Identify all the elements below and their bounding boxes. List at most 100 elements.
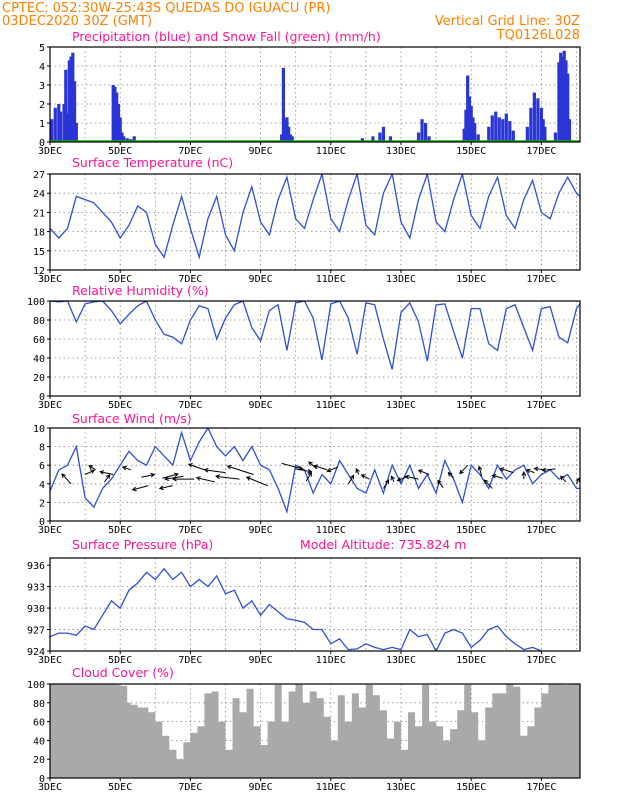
wind-vector <box>165 475 184 480</box>
precip-bar <box>71 52 75 143</box>
precip-bar <box>111 85 115 142</box>
panel-title: Surface Temperature (nC) <box>72 155 233 170</box>
wind-vector-head <box>195 476 201 481</box>
panel-frame <box>49 683 581 779</box>
wind-vector-head <box>533 466 539 472</box>
wind-vector <box>216 475 240 480</box>
x-tick-label: 5DEC <box>108 782 132 793</box>
x-tick-label: 3DEC <box>38 274 62 285</box>
precip-bar <box>280 134 284 142</box>
wind-vector <box>84 469 95 475</box>
wind-vector-head <box>491 474 497 479</box>
x-tick-label: 9DEC <box>249 525 273 536</box>
series-line <box>50 174 580 260</box>
precip-bar <box>476 134 480 142</box>
wind-vector-head <box>396 477 402 482</box>
precip-bar <box>529 107 533 142</box>
precip-bar <box>560 56 565 142</box>
wind-vector-head <box>313 464 319 469</box>
precip-bar <box>288 134 293 142</box>
precip-bar <box>416 132 421 142</box>
panel-frame <box>49 557 581 652</box>
wind-vector <box>492 474 503 479</box>
precip-bar <box>67 60 71 142</box>
x-tick-label: 15DEC <box>456 782 486 793</box>
y-tick-label: 2 <box>39 100 45 111</box>
wind-vector-head <box>404 474 410 480</box>
wind-vector <box>227 465 254 475</box>
y-tick-label: 40 <box>33 736 45 747</box>
x-tick-label: 5DEC <box>108 400 132 411</box>
precip-bar <box>487 126 491 142</box>
wind-vector-head <box>307 468 313 474</box>
precip-bar <box>508 121 512 142</box>
wind-vector <box>542 468 556 471</box>
wind-vector-head <box>560 475 565 481</box>
x-tick-label: 5DEC <box>108 655 132 666</box>
precip-bar <box>118 117 122 142</box>
x-tick-label: 3DEC <box>38 782 62 793</box>
wind-vector <box>327 466 339 472</box>
cloud-area <box>50 684 580 778</box>
x-tick-label: 11DEC <box>316 400 346 411</box>
wind-vector-head <box>150 472 156 478</box>
wind-vector-head <box>483 479 489 485</box>
x-tick-label: 15DEC <box>456 146 486 157</box>
wind-vector-head <box>499 467 505 472</box>
wind-vector <box>100 471 114 475</box>
wind-vector <box>405 475 419 480</box>
wind-vector <box>484 479 493 489</box>
wind-vector-head <box>164 476 170 481</box>
precip-bar <box>420 119 424 142</box>
precip-bar <box>553 132 558 142</box>
precip-bar <box>290 136 294 142</box>
wind-vector <box>314 465 328 471</box>
precip-bar <box>557 62 561 143</box>
x-tick-label: 13DEC <box>386 525 416 536</box>
wind-vector <box>104 474 111 483</box>
wind-vector-head <box>477 465 483 471</box>
panel-frame <box>49 173 581 271</box>
precip-bar <box>539 107 543 142</box>
precip-bar <box>378 132 382 142</box>
y-tick-label: 20 <box>33 373 45 384</box>
precip-bar <box>283 119 287 142</box>
panel-6: Cloud Cover (%) 0 20 40 60 80 100 3DEC 5DEC 7DEC 9… <box>27 665 581 793</box>
wind-vector-head <box>437 479 442 485</box>
x-tick-label: 17DEC <box>526 525 556 536</box>
x-tick-label: 7DEC <box>178 400 202 411</box>
y-tick-label: 18 <box>33 228 45 239</box>
y-tick-label: 0 <box>39 774 45 785</box>
wind-vector-head <box>121 465 127 471</box>
wind-vector <box>281 462 303 470</box>
x-tick-label: 9DEC <box>249 274 273 285</box>
y-tick-label: 930 <box>27 604 45 615</box>
x-tick-label: 7DEC <box>178 782 202 793</box>
panel-title: Surface Wind (m/s) <box>72 411 192 426</box>
precip-bar <box>564 60 568 142</box>
x-tick-label: 7DEC <box>178 274 202 285</box>
y-tick-label: 40 <box>33 354 45 365</box>
wind-vector-head <box>307 471 312 477</box>
wind-vector <box>526 469 535 474</box>
y-tick-label: 0 <box>39 517 45 528</box>
precip-bar <box>58 111 63 142</box>
wind-vector <box>459 464 469 474</box>
wind-vector-head <box>384 479 390 485</box>
precip-bar <box>471 117 475 142</box>
precip-bar <box>473 123 477 142</box>
precip-bar <box>469 105 473 142</box>
y-tick-label: 100 <box>27 680 45 691</box>
precip-bar <box>132 136 136 142</box>
y-tick-label: 21 <box>33 208 45 219</box>
wind-vector-head <box>131 486 137 492</box>
precip-bar <box>467 96 472 142</box>
y-tick-label: 60 <box>33 718 45 729</box>
panel-2: Surface Temperature (nC) 12 15 18 21 24 27 3DEC… <box>33 155 581 285</box>
y-tick-label: 2 <box>39 498 45 509</box>
series-line <box>50 428 580 515</box>
wind-vector-head <box>215 474 220 480</box>
wind-vector-head <box>521 471 527 476</box>
y-tick-label: 4 <box>39 480 45 491</box>
x-tick-label: 9DEC <box>249 655 273 666</box>
